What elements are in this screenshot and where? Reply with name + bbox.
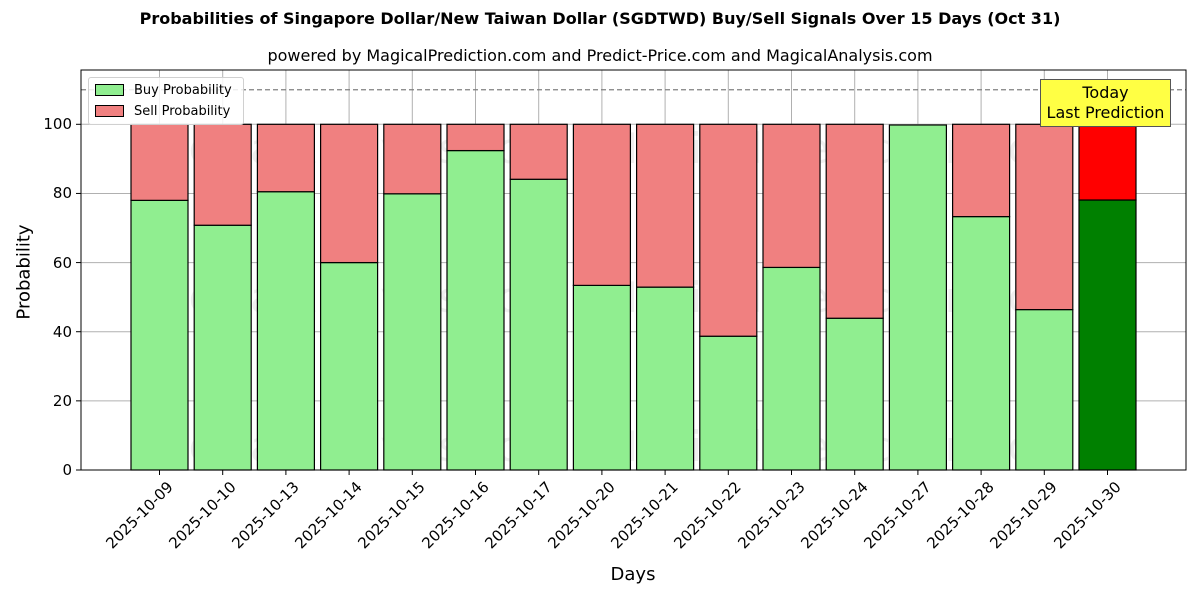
y-tick-label: 100 [43,115,72,134]
sell-bar [320,123,379,264]
annotation-line2: Last Prediction [1046,103,1165,122]
y-tick-label: 40 [52,322,72,341]
buy-bar [193,224,252,471]
sell-bar [699,123,758,337]
buy-bar [446,149,505,471]
buy-bar [256,191,315,471]
sell-bar [1078,123,1137,201]
today-annotation: Today Last Prediction [1040,79,1171,127]
sell-bar [635,123,695,288]
buy-bar [888,124,948,471]
annotation-line1: Today [1082,83,1129,102]
sell-bar [256,123,315,193]
buy-bar [699,335,758,471]
sell-bar [825,123,884,319]
bars [130,123,1137,471]
legend-sell-label: Sell Probability [134,103,231,119]
sell-bar [1015,123,1074,311]
buy-bar [635,286,695,471]
buy-bar [825,317,884,471]
x-axis-label: Days [610,564,656,585]
buy-bar [762,266,821,471]
buy-bar [1015,308,1074,471]
buy-bar [383,193,442,471]
y-tick-label: 80 [52,184,72,203]
chart-subtitle: powered by MagicalPrediction.com and Pre… [267,46,933,65]
sell-bar [193,123,252,226]
sell-bar [383,123,442,195]
sell-bar [762,123,821,269]
sell-bar [130,123,189,201]
tick-marks [76,123,1108,475]
y-tick-label: 60 [52,253,72,272]
buy-bar [320,261,379,471]
sell-bar [509,123,568,180]
chart-title: Probabilities of Singapore Dollar/New Ta… [139,9,1061,28]
y-axis-label: Probability [13,224,35,320]
buy-bar [509,178,568,471]
buy-bar [572,284,632,471]
y-tick-label: 0 [62,461,72,479]
sell-bar [446,123,505,152]
sell-bar [951,123,1011,218]
buy-swatch-icon [95,84,124,96]
legend-item-buy: Buy Probability [95,82,232,98]
sell-bar [572,123,632,286]
plot-frame [80,69,1187,471]
y-tick-label: 20 [52,391,72,410]
sell-swatch-icon [95,105,124,117]
buy-bar [1078,199,1137,471]
legend-item-sell: Sell Probability [95,103,230,119]
legend: Buy Probability Sell Probability [88,77,244,125]
buy-bar [951,216,1011,471]
legend-buy-label: Buy Probability [134,82,232,98]
buy-bar [130,199,189,471]
